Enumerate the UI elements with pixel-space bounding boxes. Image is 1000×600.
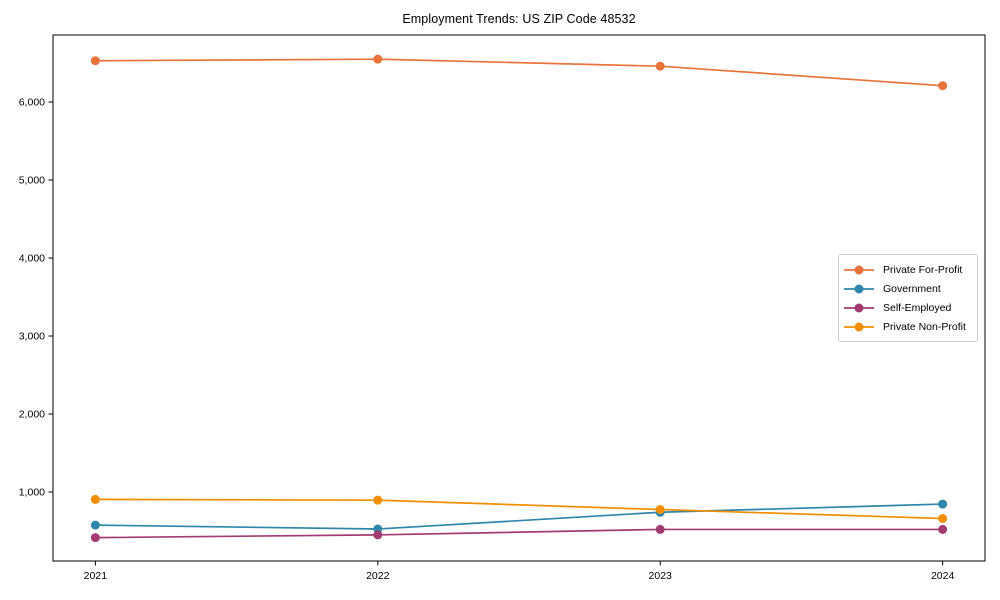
- y-tick-label: 2,000: [19, 409, 45, 421]
- chart-title: Employment Trends: US ZIP Code 48532: [402, 12, 636, 26]
- x-tick-label: 2021: [84, 570, 108, 582]
- legend-line-dot-icon: [844, 322, 874, 331]
- legend-line-dot-icon: [844, 284, 874, 293]
- legend-item: Private Non-Profit: [844, 321, 970, 333]
- legend: Private For-Profit Government Self-Employe…: [838, 254, 978, 342]
- y-tick-label: 3,000: [19, 331, 45, 343]
- series-line: [95, 503, 943, 530]
- y-tick-label: 6,000: [19, 97, 45, 109]
- legend-label: Government: [883, 282, 941, 295]
- y-tick-label: 1,000: [19, 486, 45, 498]
- legend-line-dot-icon: [844, 303, 874, 312]
- plot-frame: [52, 34, 986, 562]
- data-point-marker: [373, 495, 383, 505]
- data-point-marker: [373, 54, 383, 64]
- data-point-marker: [938, 81, 948, 91]
- x-tick-label: 2022: [366, 570, 390, 582]
- x-tick-label: 2024: [931, 570, 955, 582]
- data-point-marker: [90, 56, 100, 66]
- y-tick-label: 4,000: [19, 253, 45, 265]
- series-line: [95, 58, 943, 87]
- legend-item: Government: [844, 283, 970, 295]
- legend-label: Self-Employed: [883, 301, 952, 314]
- series-line: [95, 498, 943, 520]
- data-point-marker: [938, 524, 948, 534]
- data-point-marker: [90, 494, 100, 504]
- y-tick-label: 5,000: [19, 175, 45, 187]
- data-point-marker: [655, 61, 665, 71]
- data-point-marker: [373, 530, 383, 540]
- data-point-marker: [90, 533, 100, 543]
- legend-label: Private Non-Profit: [883, 320, 966, 333]
- legend-label: Private For-Profit: [883, 263, 963, 276]
- data-point-marker: [655, 505, 665, 515]
- data-point-marker: [938, 513, 948, 523]
- x-tick-label: 2023: [649, 570, 673, 582]
- legend-item: Self-Employed: [844, 302, 970, 314]
- data-point-marker: [938, 499, 948, 509]
- data-point-marker: [90, 520, 100, 530]
- legend-item: Private For-Profit: [844, 264, 970, 276]
- legend-line-dot-icon: [844, 265, 874, 274]
- data-point-marker: [655, 524, 665, 534]
- series-line: [95, 528, 943, 539]
